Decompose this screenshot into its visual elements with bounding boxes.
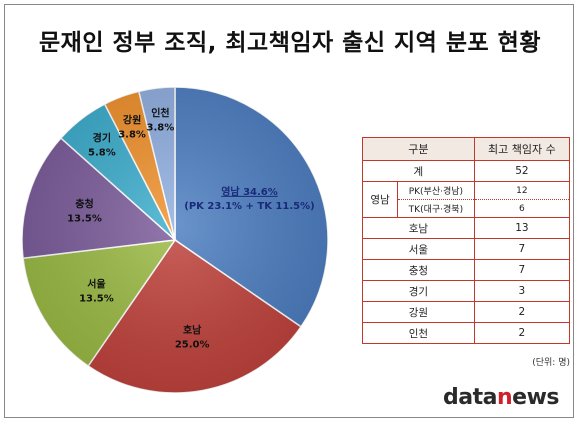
table-cell-label: 인천: [362, 322, 475, 344]
table-cell-value: 7: [473, 238, 571, 260]
table-cell-yeongnam: 영남: [362, 181, 398, 218]
table-row: 호남 13: [362, 217, 571, 239]
slice-name-label: 경기: [93, 132, 111, 145]
table-cell-value: 2: [473, 301, 571, 323]
brand-text-n: n: [496, 385, 513, 410]
table-cell-value: 13: [473, 217, 571, 239]
table-row: 서울 7: [362, 238, 571, 260]
slice-value-label: 3.8%: [147, 122, 175, 133]
brand-text-ews: ews: [512, 385, 559, 410]
table-cell-value: 2: [473, 322, 571, 344]
table-row: 인천 2: [362, 322, 571, 344]
table-row: 강원 2: [362, 301, 571, 323]
table-cell-label: TK(대구·경북): [397, 199, 475, 218]
table-header-count: 최고 책임자 수: [473, 137, 571, 161]
table-cell-label: 충청: [362, 259, 475, 281]
table-cell-value: 52: [473, 160, 571, 182]
slice-name-label: 영남 34.6%: [221, 185, 278, 198]
table-cell-label: 계: [362, 160, 475, 182]
table-header-row: 구분 최고 책임자 수: [362, 137, 571, 161]
table-cell-label: 강원: [362, 301, 475, 323]
table-cell-value: 3: [473, 280, 571, 302]
table-cell-label: 서울: [362, 238, 475, 260]
slice-detail-label: (PK 23.1% + TK 11.5%): [184, 201, 314, 212]
brand-text-data: data: [443, 385, 497, 410]
slice-name-label: 인천: [151, 106, 169, 119]
table-row-pk: 영남 PK(부산·경남) 12: [362, 181, 571, 218]
table-cell-label: 경기: [362, 280, 475, 302]
slice-value-label: 13.5%: [79, 293, 114, 304]
table-cell-value: 12: [473, 181, 571, 200]
table-row: 충청 7: [362, 259, 571, 281]
count-table: 구분 최고 책임자 수 계 52 영남 PK(부산·경남) 12 TK(대구·경…: [362, 137, 571, 344]
chart-title: 문재인 정부 조직, 최고책임자 출신 지역 분포 현황: [39, 30, 541, 56]
table-cell-label: PK(부산·경남): [397, 181, 475, 200]
slice-value-label: 3.8%: [118, 129, 146, 140]
table-header-category: 구분: [362, 137, 475, 161]
table-cell-value: 6: [473, 199, 571, 218]
unit-note: (단위: 명): [532, 358, 570, 368]
slice-name-label: 충청: [75, 198, 93, 211]
table-cell-value: 7: [473, 259, 571, 281]
brand-logo: datanews: [443, 385, 559, 410]
table-row-tk: TK(대구·경북) 6: [363, 199, 571, 218]
slice-value-label: 5.8%: [88, 148, 116, 159]
slice-name-label: 서울: [87, 277, 105, 290]
slice-value-label: 25.0%: [175, 339, 210, 350]
slice-name-label: 강원: [123, 113, 141, 126]
table-row-total: 계 52: [362, 160, 571, 182]
slice-name-label: 호남: [183, 323, 202, 336]
chart-frame: 문재인 정부 조직, 최고책임자 출신 지역 분포 현황 영남 34.6% (PK…: [4, 4, 574, 418]
table-cell-label: 호남: [362, 217, 475, 239]
table-row: 경기 3: [362, 280, 571, 302]
slice-value-label: 13.5%: [67, 214, 102, 225]
